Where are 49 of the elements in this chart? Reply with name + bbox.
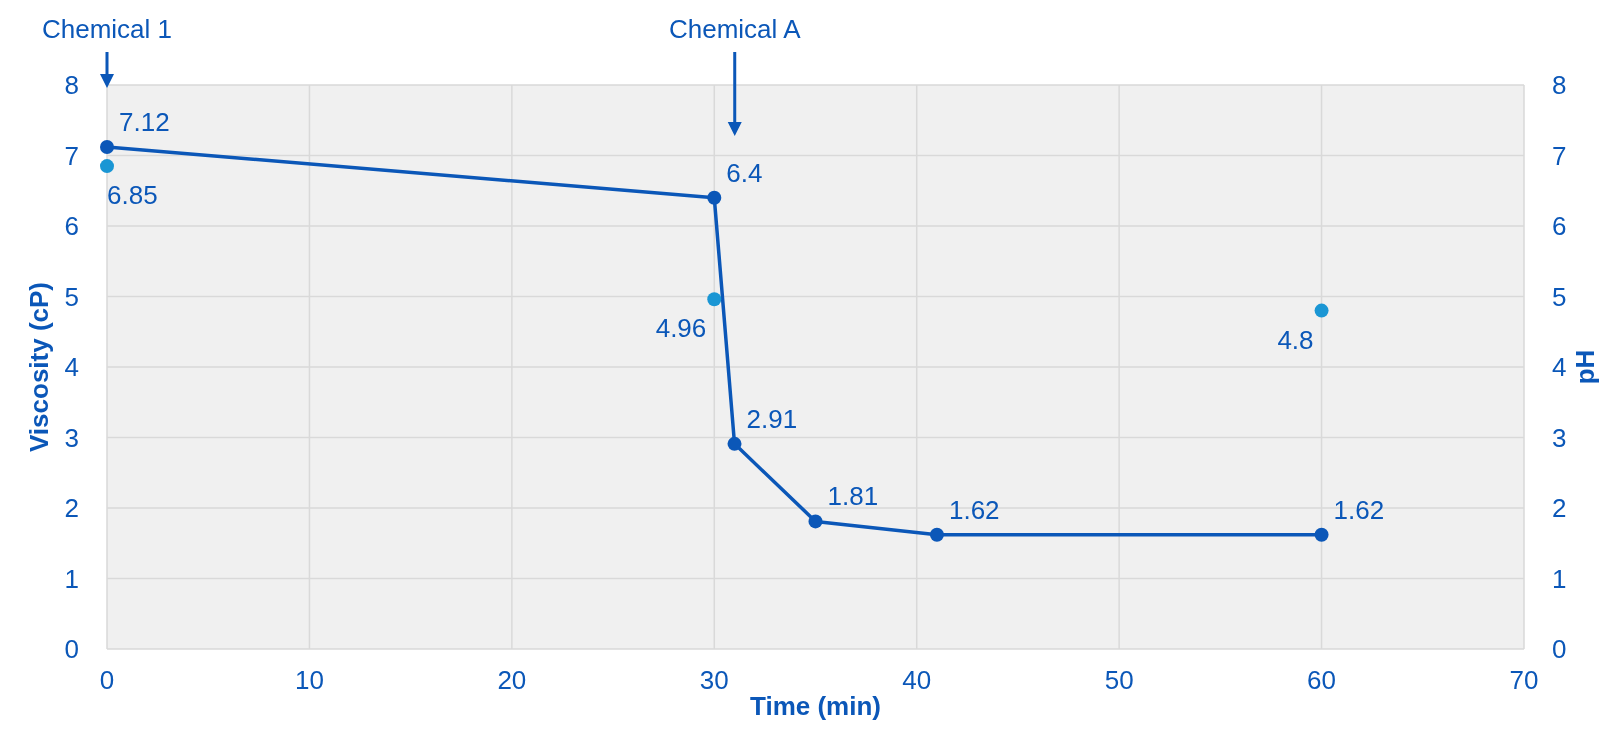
x-tick-label: 40: [902, 665, 932, 695]
x-tick-label: 30: [699, 665, 729, 695]
y2-axis-title: pH: [1570, 349, 1600, 385]
x-axis-title: Time (min): [750, 691, 881, 721]
point: [808, 514, 823, 529]
y-axis-title: Viscosity (cP): [24, 281, 54, 453]
x-tick-label: 10: [294, 665, 324, 695]
y2-tick-label: 8: [1552, 70, 1567, 100]
y-tick-label: 8: [64, 70, 79, 100]
data-label: 4.8: [1277, 324, 1314, 355]
y-tick-label: 1: [64, 563, 79, 594]
y2-tick-label: 4: [1552, 352, 1567, 382]
data-label: 6.4: [726, 157, 763, 188]
y2-tick-label: 6: [1552, 211, 1567, 241]
x-tick-label: 60: [1307, 665, 1337, 695]
x-tick-label: 70: [1509, 665, 1539, 695]
x-tick-label: 50: [1104, 665, 1134, 695]
y-tick-label: 2: [64, 493, 79, 523]
data-label: 1.62: [1333, 494, 1385, 525]
y-tick-label: 5: [64, 281, 79, 312]
x-tick-label: 0: [99, 665, 115, 695]
data-label: 7.12: [119, 107, 170, 138]
point: [100, 140, 114, 155]
data-label: 1.62: [948, 494, 1000, 525]
y2-tick-label: 1: [1552, 563, 1567, 594]
y2-tick-label: 2: [1552, 493, 1567, 523]
y-tick-label: 3: [64, 422, 79, 453]
y-tick-label: 6: [64, 211, 79, 241]
point: [727, 436, 742, 451]
y2-tick-label: 5: [1552, 281, 1567, 312]
point: [1314, 303, 1329, 318]
point: [1314, 527, 1329, 542]
text: Chemical 1: [41, 14, 173, 44]
y-tick-label: 4: [64, 352, 79, 382]
data-label: 2.91: [746, 403, 798, 434]
y2-tick-label: 3: [1552, 422, 1567, 453]
data-label: 6.85: [107, 180, 158, 211]
text: Chemical A: [668, 14, 802, 44]
y-tick-label: 7: [64, 140, 79, 171]
point: [929, 527, 944, 542]
data-label: 1.81: [827, 481, 879, 512]
y2-tick-label: 7: [1552, 140, 1567, 171]
point: [707, 292, 722, 307]
x-tick-label: 20: [497, 665, 527, 695]
point: [707, 190, 722, 205]
data-label: 4.96: [655, 313, 707, 344]
y2-tick-label: 0: [1552, 634, 1567, 664]
y-tick-label: 0: [64, 634, 79, 664]
point: [100, 159, 114, 174]
